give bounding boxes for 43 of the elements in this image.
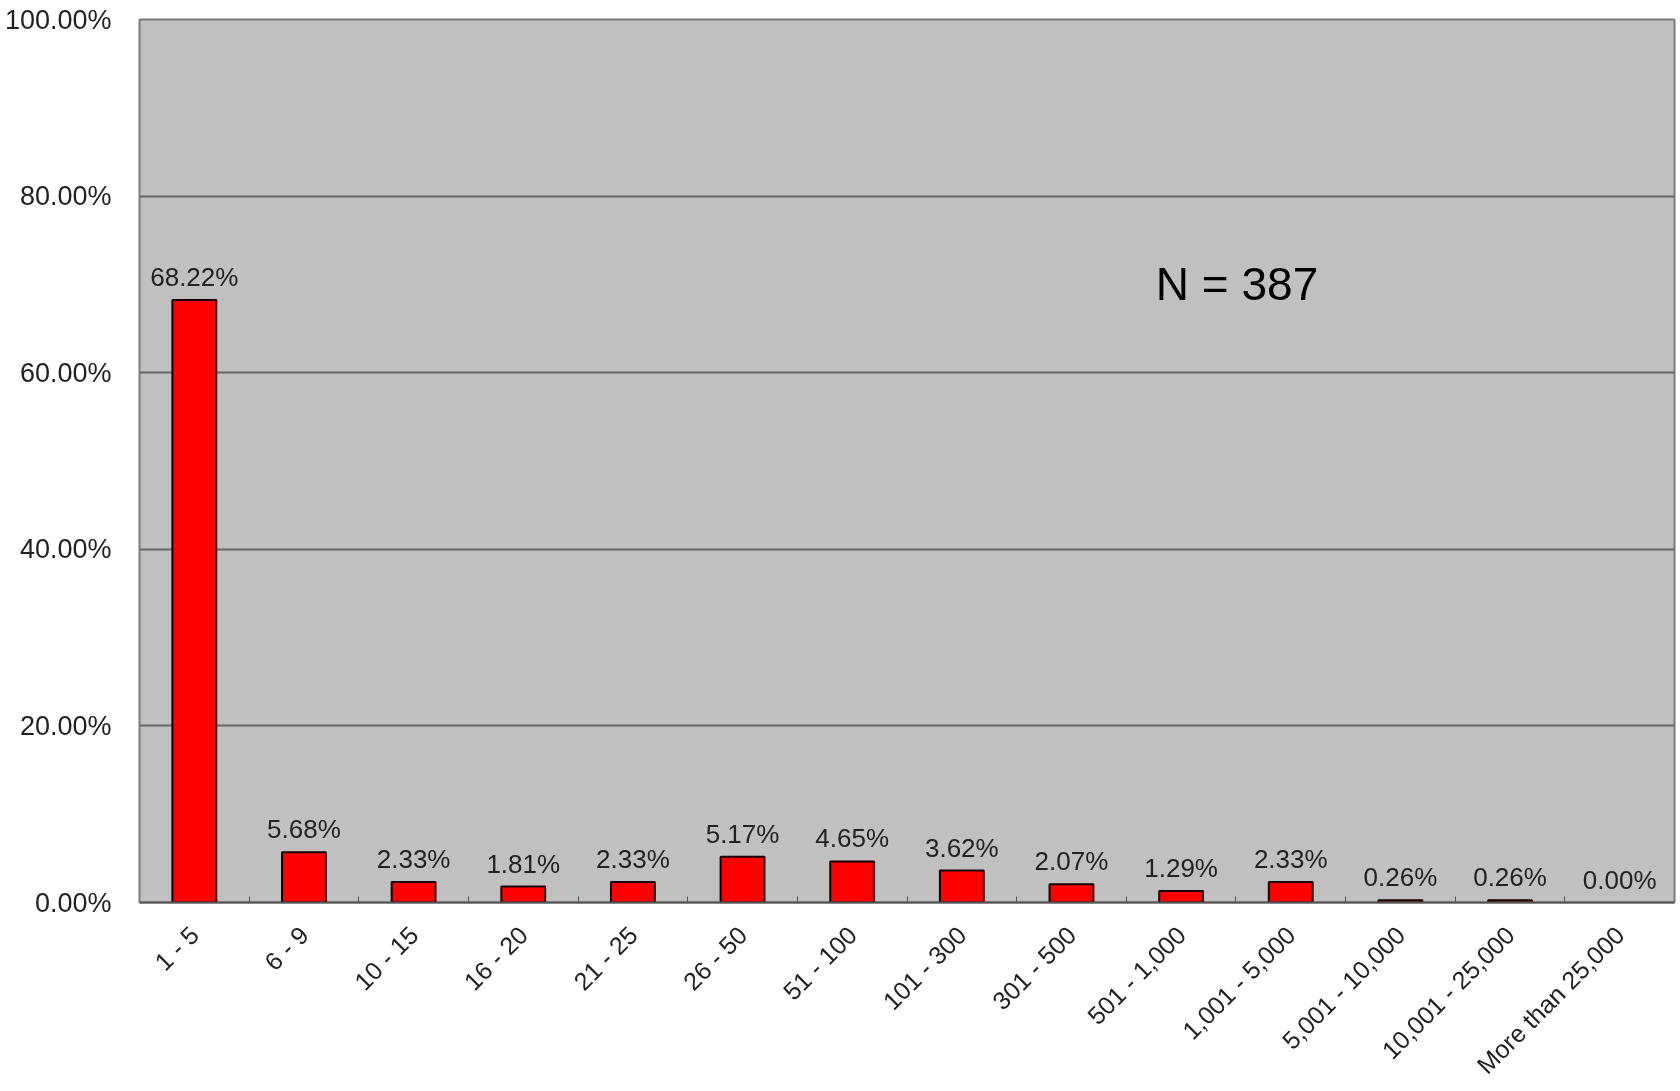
bar [281,851,327,903]
data-label: 0.26% [1473,862,1547,893]
bar [829,860,876,903]
x-tick-label: 6 - 9 [258,920,314,976]
x-tick-label: 21 - 25 [567,920,643,996]
data-label: 1.29% [1144,853,1218,884]
data-label: 2.33% [596,843,670,874]
data-label: 2.33% [376,843,451,874]
bar [1158,890,1205,903]
x-tick-label: 1 - 5 [149,920,205,976]
y-tick-label: 100.00% [4,4,112,35]
bar [1377,899,1424,903]
data-label: 3.62% [924,832,999,863]
bar [171,299,218,903]
x-tick-label: 26 - 50 [677,920,753,996]
x-tick-label: 301 - 500 [986,920,1082,1016]
data-label: 0.26% [1363,862,1438,893]
bar [1267,880,1314,903]
y-tick-label: 60.00% [19,357,112,388]
x-tick-label: 101 - 300 [877,920,972,1016]
data-label: 5.17% [705,818,780,849]
y-tick-label: 40.00% [19,534,112,565]
x-tick-label: 16 - 20 [458,920,534,996]
data-label: 4.65% [815,823,890,854]
bar [500,885,547,903]
annotation: N = 387 [1155,258,1319,311]
bar [1487,899,1533,903]
data-label: 0.00% [1582,864,1657,895]
y-tick-label: 80.00% [19,181,112,212]
x-tick-label: 51 - 100 [777,920,863,1006]
data-label: 2.33% [1253,843,1328,874]
y-tick-label: 20.00% [19,710,112,741]
x-tick-label: 10 - 15 [348,920,424,996]
data-label: 5.68% [267,814,341,845]
data-label: 68.22% [150,262,239,293]
bar [390,880,437,903]
bar [938,869,985,903]
data-label: 1.81% [486,848,561,879]
bar [609,880,656,903]
y-tick-label: 0.00% [34,887,112,918]
data-label: 2.07% [1034,846,1109,877]
bar [719,855,766,903]
bar [1048,883,1095,903]
